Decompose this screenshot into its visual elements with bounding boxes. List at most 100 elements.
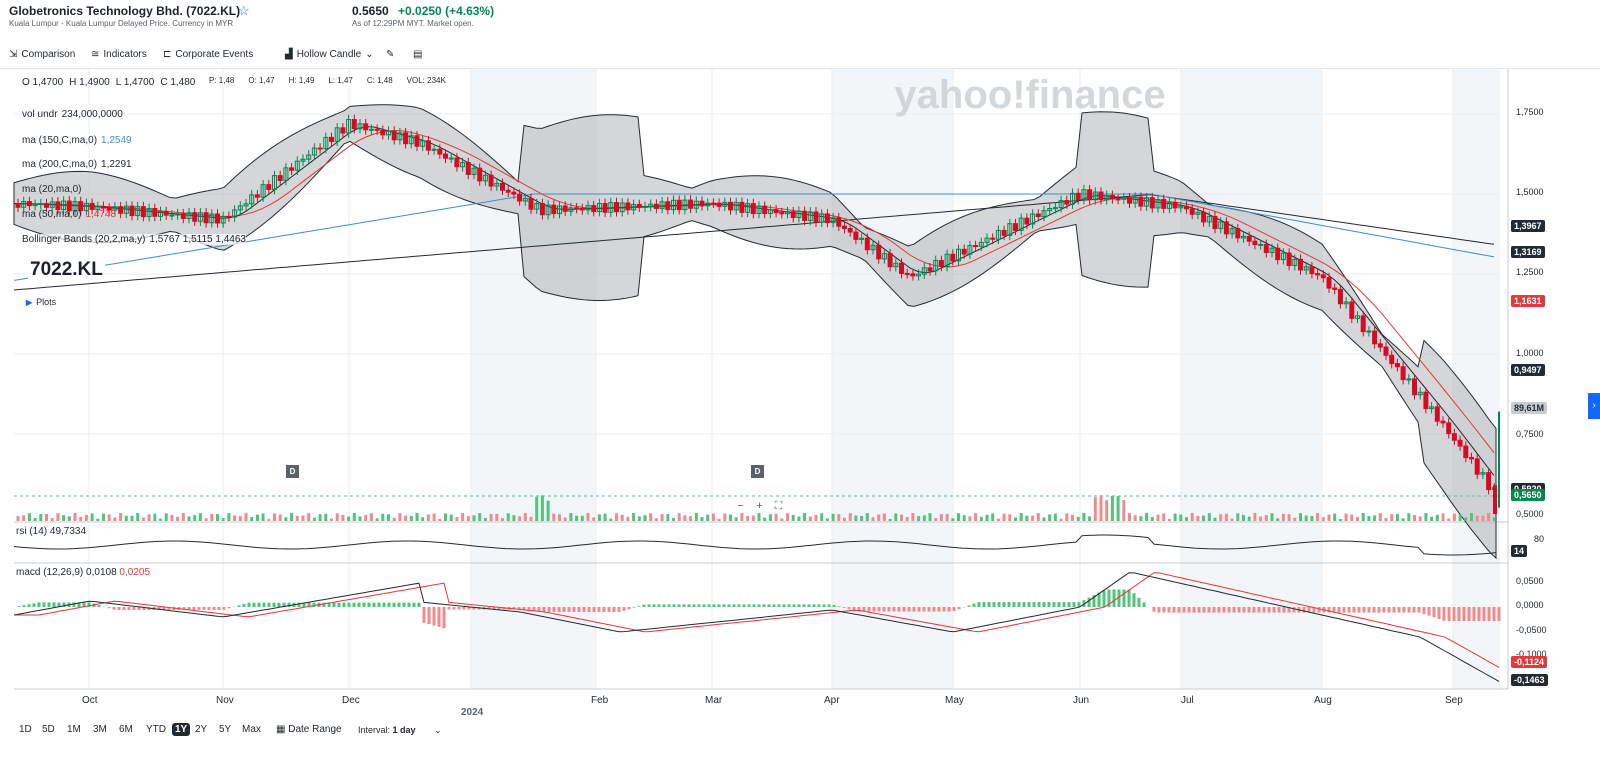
zoom-in-button[interactable]: +	[753, 501, 766, 512]
expand-panel-button[interactable]: ›	[1588, 393, 1600, 419]
rsi-legend[interactable]: rsi (14) 49,7334	[16, 526, 87, 537]
volume-bar	[278, 514, 282, 521]
range-3m[interactable]: 3M	[93, 724, 107, 735]
volume-bar	[1264, 515, 1268, 521]
table-view-button[interactable]: ▤	[413, 49, 422, 60]
macd-histogram-bar	[682, 604, 686, 607]
volume-bar	[763, 517, 767, 521]
volume-bar	[1447, 518, 1451, 521]
candles	[15, 114, 1500, 514]
candle-body	[1075, 192, 1081, 201]
volume-bar	[774, 513, 778, 521]
volume-bar	[244, 513, 248, 521]
volume-bar	[723, 513, 727, 521]
candle-body	[1235, 228, 1241, 239]
range-5y[interactable]: 5Y	[219, 724, 232, 735]
zoom-out-button[interactable]: −	[734, 501, 747, 512]
macd-histogram-bar	[562, 607, 566, 612]
candle-body	[500, 182, 505, 191]
range-ytd[interactable]: YTD	[146, 724, 166, 735]
chart-type-dropdown[interactable]: ▟ Hollow Candle ⌄	[285, 49, 374, 60]
volume-bar	[1281, 513, 1285, 521]
volume-bar	[62, 515, 66, 521]
volume-bar	[170, 514, 174, 521]
macd-histogram-bar	[867, 607, 871, 612]
draw-button[interactable]: ✎	[386, 49, 394, 60]
range-6m[interactable]: 6M	[119, 724, 133, 735]
range-1d[interactable]: 1D	[19, 724, 32, 735]
range-5d[interactable]: 5D	[42, 724, 55, 735]
macd-histogram-bar	[82, 602, 86, 607]
date-range-button[interactable]: ▦ Date Range	[276, 724, 342, 735]
price-chart[interactable]: yahoo!finance	[0, 69, 1600, 693]
candle-body	[380, 129, 386, 136]
macd-histogram-bar	[1002, 602, 1006, 607]
legend-ma150[interactable]: ma (150,C,ma,0) 1,2549	[22, 135, 132, 146]
range-2y[interactable]: 2Y	[195, 724, 208, 735]
legend-ma200[interactable]: ma (200,C,ma,0) 1,2291	[22, 159, 132, 170]
macd-histogram-bar	[1112, 589, 1116, 607]
candle-body	[209, 213, 215, 224]
macd-histogram-bar	[412, 602, 416, 607]
dividend-badge[interactable]: D	[751, 465, 764, 478]
candle-body	[648, 203, 654, 207]
macd-histogram-bar	[1092, 595, 1096, 607]
candle-body	[762, 205, 768, 214]
macd-histogram-bar	[162, 607, 166, 611]
macd-histogram-bar	[327, 602, 331, 607]
candle-body	[505, 189, 511, 193]
legend-ma50[interactable]: ma (50,ma,0) 1,4748	[22, 209, 117, 220]
range-max[interactable]: Max	[242, 724, 261, 735]
candle-body	[83, 202, 89, 212]
macd-histogram-bar	[697, 604, 701, 607]
macd-histogram-bar	[1252, 607, 1256, 613]
volume-bar	[1247, 516, 1251, 521]
macd-histogram-bar	[872, 607, 876, 612]
month-label: Jul	[1181, 695, 1194, 706]
candle-body	[283, 167, 289, 181]
macd-histogram-bar	[1352, 607, 1356, 613]
volume-bar	[786, 513, 789, 521]
macd-histogram-bar	[717, 604, 721, 607]
macd-histogram-bar	[1397, 607, 1401, 613]
volume-bar	[1025, 515, 1029, 521]
macd-legend[interactable]: macd (12,26,9) 0,0108 0,0205	[16, 567, 151, 578]
macd-histogram-bar	[447, 607, 451, 610]
corporate-events-button[interactable]: ⊏ Corporate Events	[163, 49, 254, 60]
macd-histogram-bar	[267, 602, 271, 607]
macd-histogram-bar	[1142, 602, 1146, 607]
candle-body	[1104, 194, 1110, 201]
comparison-button[interactable]: ⇲ Comparison	[9, 49, 76, 60]
candle-body	[488, 174, 494, 187]
macd-histogram-bar	[182, 607, 186, 611]
volume-bar	[1441, 513, 1445, 521]
star-icon[interactable]: ☆	[238, 3, 250, 18]
legend-ma20[interactable]: ma (20,ma,0)	[22, 184, 82, 195]
indicators-button[interactable]: ≅ Indicators	[91, 49, 147, 60]
candle-body	[1144, 197, 1150, 207]
candle-body	[1349, 301, 1355, 319]
volume-bar	[991, 513, 995, 521]
range-1y[interactable]: 1Y	[172, 723, 191, 736]
macd-histogram-bar	[527, 607, 531, 611]
month-shading	[1453, 69, 1500, 689]
candle-body	[790, 211, 796, 219]
candle-body	[688, 199, 694, 209]
dividend-badge[interactable]: D	[286, 465, 299, 478]
candle-body	[26, 201, 32, 207]
plots-toggle[interactable]: ▶ Plots	[26, 297, 57, 307]
macd-histogram-bar	[892, 607, 896, 612]
macd-histogram-bar	[1377, 607, 1381, 613]
legend-volume[interactable]: vol undr 234,000,0000	[22, 109, 123, 120]
candle-body	[72, 201, 78, 212]
macd-histogram-bar	[542, 607, 546, 612]
range-1m[interactable]: 1M	[67, 724, 81, 735]
fit-screen-button[interactable]: ⛶	[772, 501, 785, 512]
volume-bar	[900, 514, 903, 521]
legend-bollinger[interactable]: Bollinger Bands (20,2,ma,y) 1,5767 1,5115…	[22, 234, 246, 245]
candle-body	[836, 217, 842, 227]
volume-bar	[483, 517, 487, 521]
macd-histogram-bar	[877, 607, 881, 612]
interval-dropdown[interactable]: Interval: 1 day ⌄	[358, 725, 442, 735]
macd-histogram-bar	[902, 607, 906, 612]
